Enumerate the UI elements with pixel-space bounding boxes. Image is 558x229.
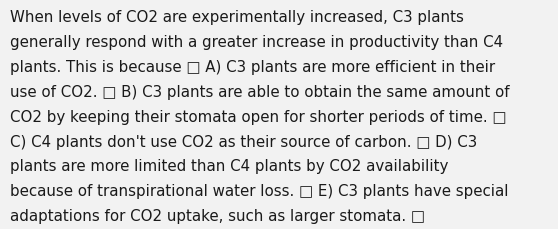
Text: When levels of CO2 are experimentally increased, C3 plants: When levels of CO2 are experimentally in… xyxy=(10,10,464,25)
Text: use of CO2. □ B) C3 plants are able to obtain the same amount of: use of CO2. □ B) C3 plants are able to o… xyxy=(10,85,509,99)
Text: plants. This is because □ A) C3 plants are more efficient in their: plants. This is because □ A) C3 plants a… xyxy=(10,60,495,75)
Text: C) C4 plants don't use CO2 as their source of carbon. □ D) C3: C) C4 plants don't use CO2 as their sour… xyxy=(10,134,477,149)
Text: adaptations for CO2 uptake, such as larger stomata. □: adaptations for CO2 uptake, such as larg… xyxy=(10,208,425,223)
Text: generally respond with a greater increase in productivity than C4: generally respond with a greater increas… xyxy=(10,35,503,50)
Text: because of transpirational water loss. □ E) C3 plants have special: because of transpirational water loss. □… xyxy=(10,183,508,198)
Text: plants are more limited than C4 plants by CO2 availability: plants are more limited than C4 plants b… xyxy=(10,159,449,174)
Text: CO2 by keeping their stomata open for shorter periods of time. □: CO2 by keeping their stomata open for sh… xyxy=(10,109,507,124)
